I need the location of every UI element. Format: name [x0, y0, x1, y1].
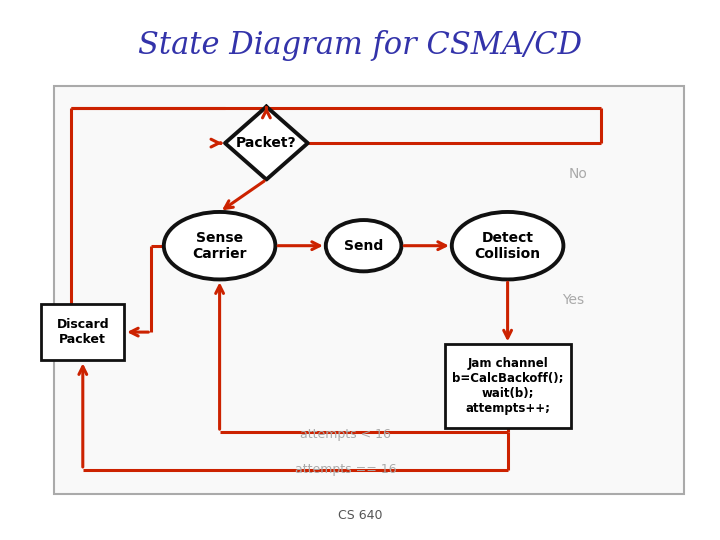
Text: Detect
Collision: Detect Collision [474, 231, 541, 261]
FancyBboxPatch shape [42, 303, 125, 361]
FancyBboxPatch shape [54, 86, 684, 494]
Text: No: No [569, 167, 588, 181]
Text: Sense
Carrier: Sense Carrier [192, 231, 247, 261]
Text: attempts < 16: attempts < 16 [300, 428, 391, 441]
Text: attempts == 16: attempts == 16 [294, 463, 397, 476]
Text: CS 640: CS 640 [338, 509, 382, 522]
Text: Jam channel
b=CalcBackoff();
wait(b);
attempts++;: Jam channel b=CalcBackoff(); wait(b); at… [452, 357, 563, 415]
Text: Send: Send [344, 239, 383, 253]
Ellipse shape [164, 212, 275, 280]
Polygon shape [225, 106, 308, 179]
Text: State Diagram for CSMA/CD: State Diagram for CSMA/CD [138, 30, 582, 62]
FancyBboxPatch shape [444, 345, 571, 428]
Text: Packet?: Packet? [236, 136, 297, 150]
Text: Discard
Packet: Discard Packet [56, 318, 109, 346]
Text: Yes: Yes [562, 293, 584, 307]
Ellipse shape [452, 212, 563, 280]
Ellipse shape [325, 220, 402, 271]
